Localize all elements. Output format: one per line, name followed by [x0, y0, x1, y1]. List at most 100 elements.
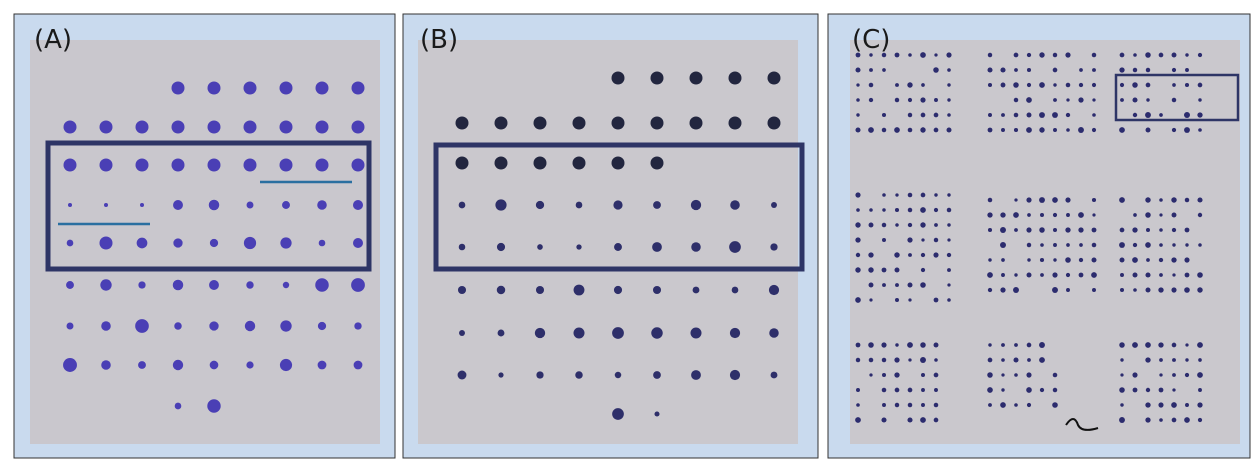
spot — [947, 208, 952, 213]
spot — [882, 208, 885, 211]
spot — [353, 200, 363, 210]
spot — [535, 328, 545, 338]
spot — [1120, 273, 1124, 277]
spot — [855, 127, 860, 132]
spot — [1039, 82, 1045, 88]
spot — [729, 72, 742, 85]
spot — [856, 208, 860, 212]
spot — [1052, 112, 1058, 118]
spot — [497, 243, 505, 251]
spot — [856, 343, 861, 348]
spot — [1146, 388, 1150, 392]
spot — [1079, 258, 1083, 262]
spot — [612, 72, 625, 85]
spot — [907, 82, 912, 87]
spot — [1027, 358, 1031, 362]
spot — [1185, 68, 1189, 72]
spot — [1001, 113, 1005, 117]
spot — [536, 371, 543, 378]
spot — [613, 200, 622, 209]
spot — [1159, 418, 1163, 422]
spot — [1120, 358, 1123, 361]
spot — [1014, 228, 1018, 232]
spot — [100, 121, 113, 134]
spot — [1172, 388, 1175, 391]
spot — [1066, 213, 1070, 217]
spot — [1158, 402, 1163, 407]
spot — [1159, 388, 1164, 393]
spot — [1197, 372, 1203, 378]
spot — [1027, 403, 1031, 407]
spot — [1119, 417, 1125, 423]
spot — [104, 203, 108, 207]
spot — [1001, 258, 1005, 262]
spot — [246, 281, 253, 288]
spot — [1026, 372, 1031, 377]
spot — [101, 321, 111, 331]
spot — [1146, 288, 1151, 293]
spot — [1119, 242, 1125, 248]
spot — [172, 82, 185, 95]
spot — [1027, 273, 1032, 278]
spot — [1119, 197, 1125, 203]
spot — [1079, 68, 1083, 72]
spot — [282, 201, 290, 209]
spot — [882, 388, 887, 393]
spot — [881, 417, 886, 422]
spot — [1119, 67, 1124, 72]
spot — [690, 72, 703, 85]
spot — [856, 358, 860, 362]
spot — [354, 361, 363, 370]
spot — [1159, 273, 1163, 277]
spot — [1092, 113, 1096, 117]
spot — [1026, 227, 1031, 232]
spot — [1053, 228, 1057, 232]
spot — [882, 283, 886, 287]
spot — [244, 159, 257, 172]
spot — [882, 238, 886, 242]
spot — [1198, 388, 1202, 392]
spot — [1053, 373, 1058, 378]
spot — [280, 237, 291, 248]
spot — [1000, 227, 1006, 233]
spot — [1066, 83, 1071, 88]
spot — [1198, 98, 1201, 101]
spot — [612, 117, 625, 130]
spot — [1119, 342, 1124, 347]
spot — [1197, 342, 1203, 348]
spot — [1133, 388, 1138, 393]
spot — [318, 361, 327, 370]
spot — [1132, 257, 1138, 263]
spot — [934, 238, 938, 242]
panel-label: (A) — [34, 25, 72, 55]
spot — [1027, 83, 1031, 87]
spot — [575, 371, 583, 379]
spot — [1014, 198, 1017, 201]
spot — [100, 279, 111, 290]
spot — [1000, 242, 1006, 248]
spot — [245, 321, 255, 331]
spot — [908, 358, 911, 361]
spot — [612, 408, 624, 420]
spot — [1133, 68, 1137, 72]
spot — [988, 83, 992, 87]
spot — [173, 238, 182, 247]
figure: (A) (B) (C) — [0, 0, 1252, 462]
spot — [280, 359, 292, 371]
spot — [869, 208, 873, 212]
spot — [1001, 83, 1006, 88]
spot — [614, 243, 622, 251]
spot — [1001, 343, 1005, 347]
spot — [654, 411, 659, 416]
spot — [856, 403, 860, 407]
spot — [947, 68, 951, 72]
spot — [1185, 403, 1189, 407]
spot — [652, 242, 662, 252]
spot — [934, 113, 939, 118]
spot — [573, 327, 584, 338]
spot — [1078, 97, 1083, 102]
spot — [101, 360, 111, 370]
spot — [458, 371, 467, 380]
spot — [137, 238, 148, 249]
spot — [1146, 68, 1150, 72]
